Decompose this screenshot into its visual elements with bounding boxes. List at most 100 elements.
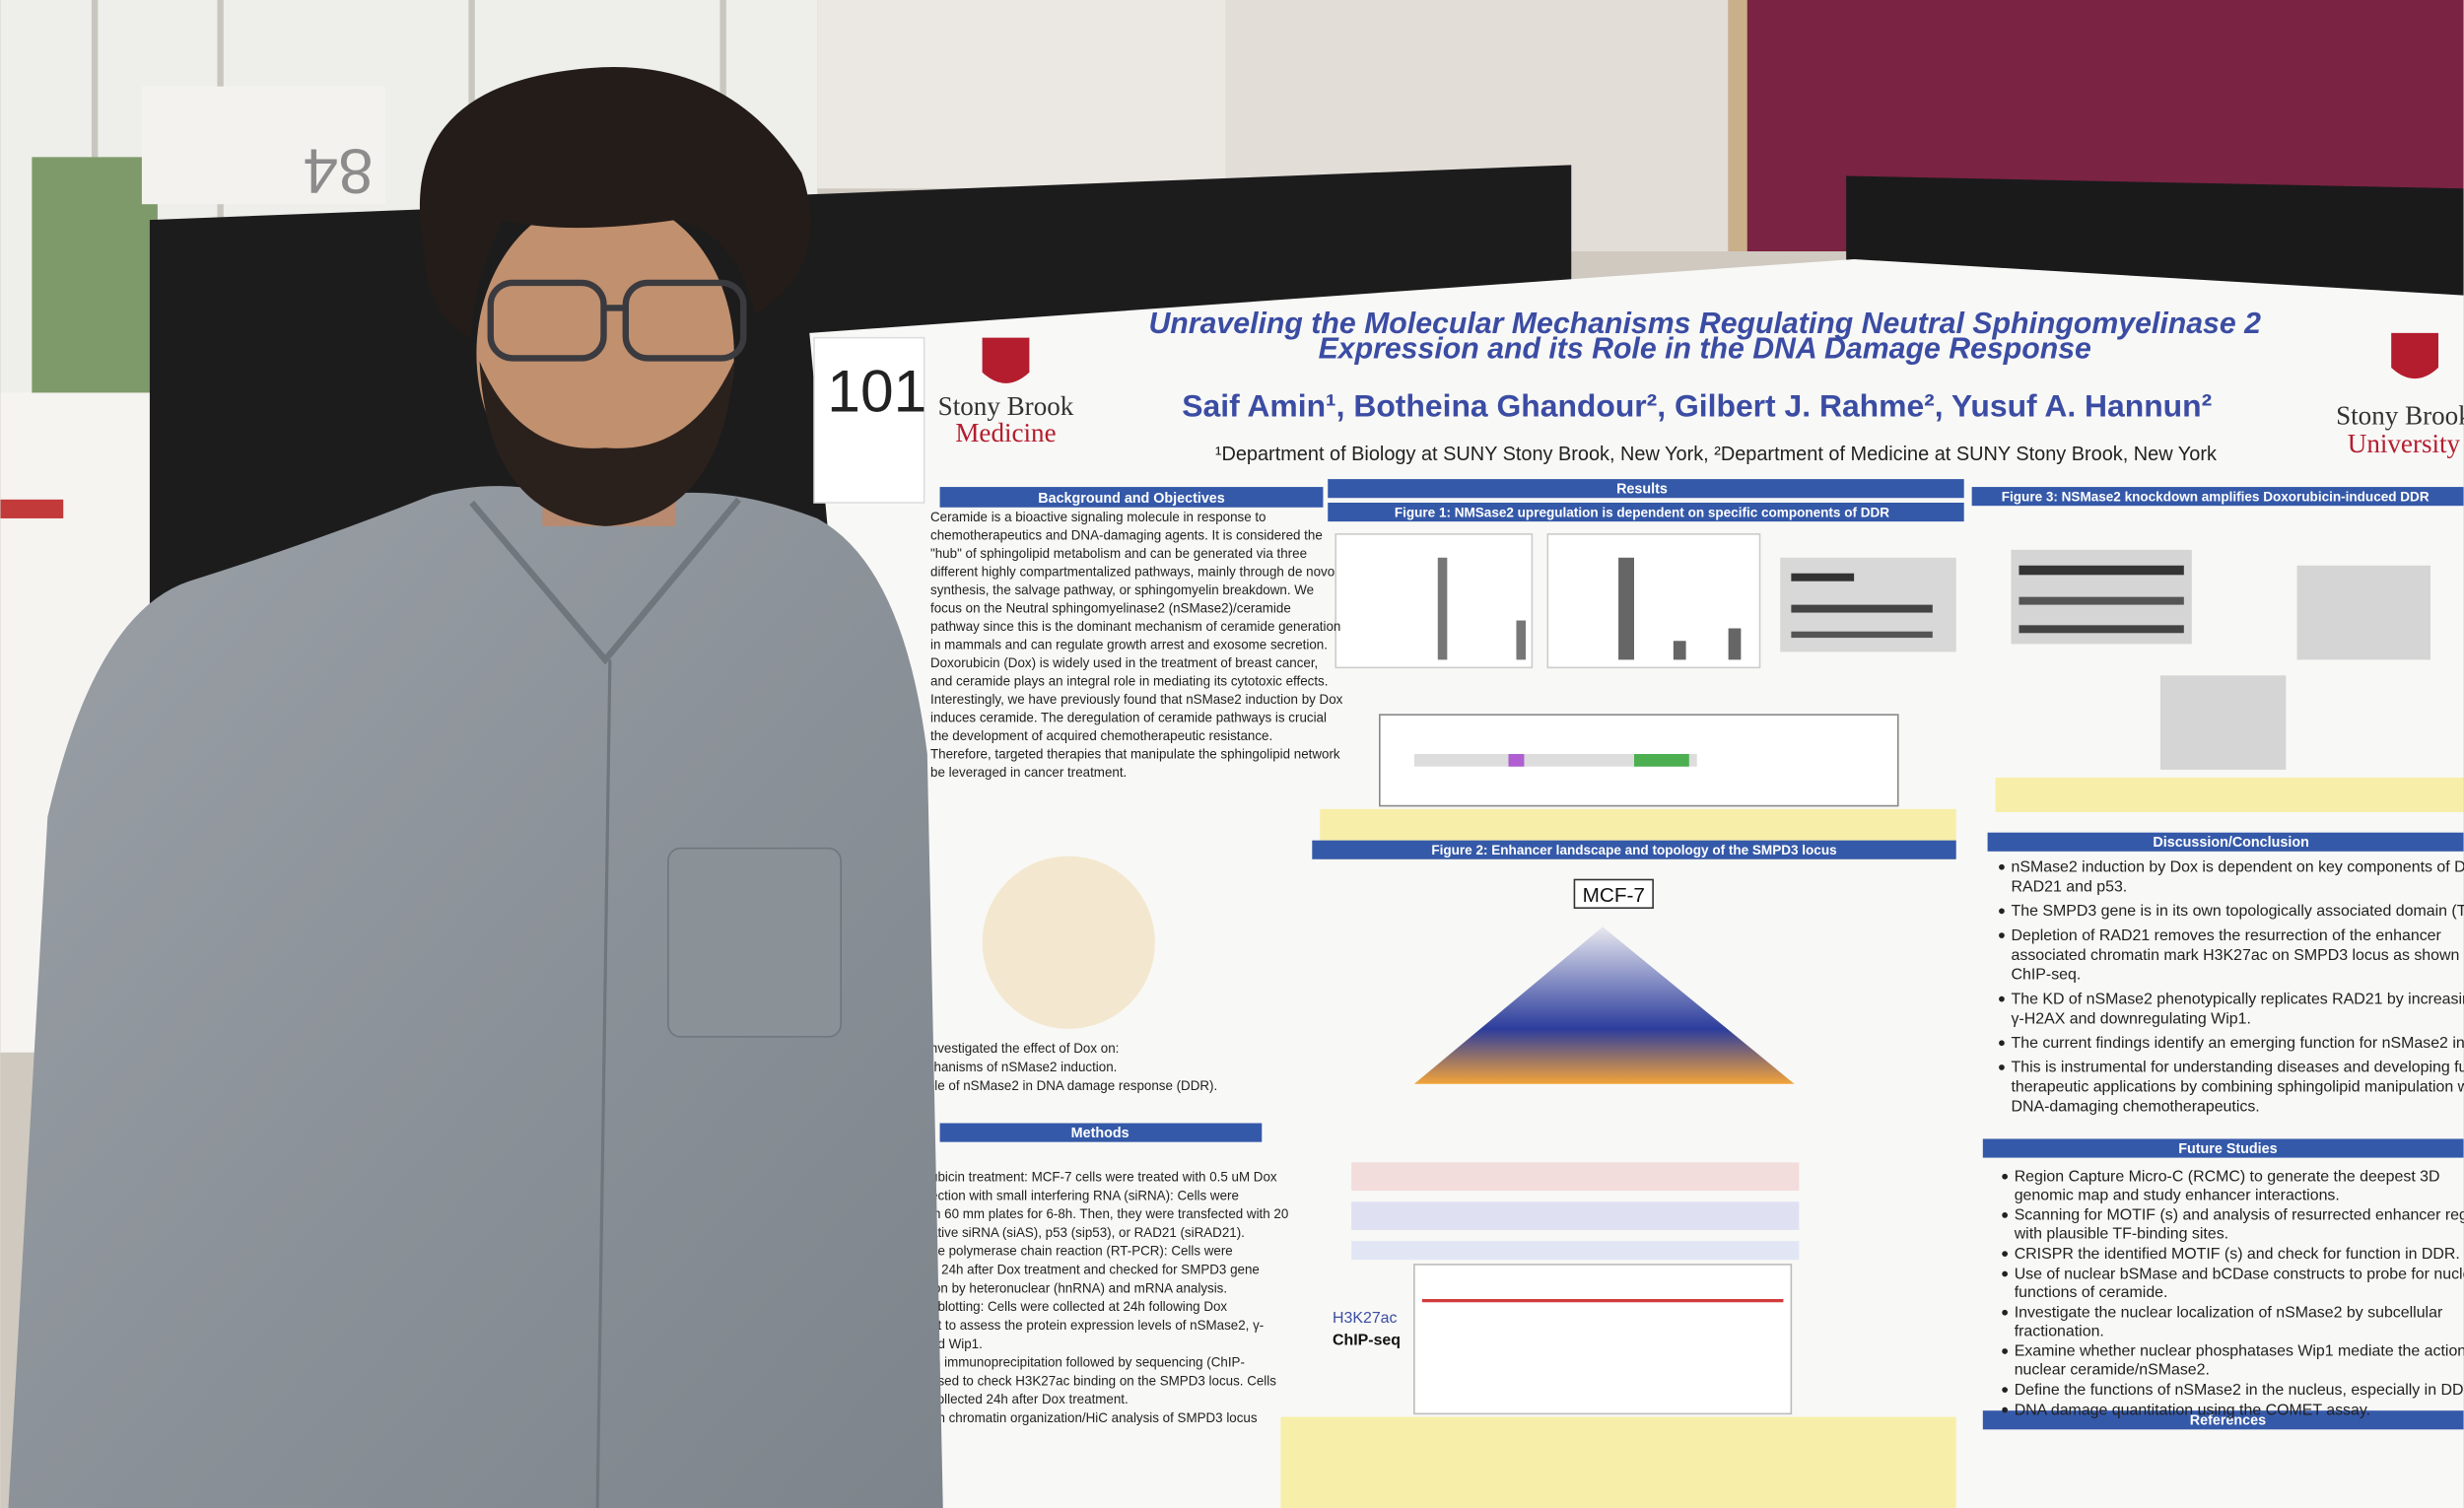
background-text: Ceramide is a bioactive signaling molecu…: [930, 510, 1266, 524]
background-text: and ceramide plays an integral role in m…: [930, 674, 1328, 689]
background-text: Therefore, targeted therapies that manip…: [930, 746, 1340, 761]
title-line-1: Unraveling the Molecular Mechanisms Regu…: [1148, 308, 2261, 340]
sign-number: 84: [304, 135, 374, 206]
logo-shield-right: [2391, 332, 2438, 379]
results-heading: Results: [1616, 481, 1668, 497]
bullet-dot: [2002, 1387, 2008, 1394]
chip-tracks: [1351, 1162, 1800, 1415]
bullet-dot: [2002, 1309, 2008, 1316]
methods-text: nt to assess the protein expression leve…: [930, 1318, 1264, 1333]
methods-bar: [939, 1123, 1263, 1142]
figure1-title: Figure 1: NMSase2 upregulation is depend…: [1395, 505, 1889, 519]
methods-text: ection with small interfering RNA (siRNA…: [930, 1188, 1239, 1202]
bullet-dot: [1999, 1040, 2005, 1047]
future-text: Scanning for MOTIF (s) and analysis of r…: [2015, 1207, 2464, 1224]
methods-heading: Methods: [1071, 1126, 1129, 1141]
track-label-2: ChIP-seq: [1333, 1332, 1401, 1348]
discussion-text: This is instrumental for understanding d…: [2012, 1060, 2464, 1076]
person: [8, 66, 943, 1508]
neighbor-poster-bar: [0, 499, 64, 518]
ceramide-diagram: [982, 856, 1155, 1029]
wood-trim: [1728, 0, 1747, 251]
figure3-blots: [1995, 549, 2464, 812]
pocket: [667, 847, 842, 1038]
bullet-dot: [2002, 1173, 2008, 1180]
methods-text: in immunoprecipitation followed by seque…: [930, 1355, 1245, 1370]
methods-text: used to check H3K27ac binding on the SMP…: [930, 1373, 1276, 1388]
cell-line-box: [1573, 878, 1654, 909]
future-text: CRISPR the identified MOTIF (s) and chec…: [2015, 1246, 2460, 1263]
figure3-bar: [1971, 487, 2464, 507]
methods-text: collected 24h after Dox treatment.: [930, 1392, 1129, 1406]
affiliations: ¹Department of Biology at SUNY Stony Bro…: [1215, 444, 2217, 465]
bullet-dot: [1999, 995, 2005, 1002]
aims-text: ole of nSMase2 in DNA damage response (D…: [927, 1078, 1217, 1093]
discussion-heading: Discussion/Conclusion: [2153, 835, 2308, 851]
curtain: [817, 0, 1226, 189]
discussion-text: The SMPD3 gene is in its own topological…: [2012, 903, 2464, 920]
discussion-text: associated chromatin mark H3K27ac on SMP…: [2012, 947, 2464, 964]
bullet-dot: [2002, 1348, 2008, 1354]
methods-text: in 60 mm plates for 6-8h. Then, they wer…: [930, 1206, 1288, 1221]
future-text: Investigate the nuclear localization of …: [2015, 1305, 2443, 1322]
logo-right-2: University: [2348, 429, 2461, 458]
figure2-caption-box: [1280, 1416, 1956, 1508]
future-text: Examine whether nuclear phosphatases Wip…: [2015, 1343, 2464, 1360]
background-text: Doxorubicin (Dox) is widely used in the …: [930, 655, 1318, 670]
background-bar: [939, 487, 1324, 508]
future-text: Define the functions of nSMase2 in the n…: [2015, 1382, 2464, 1399]
aims-text: chanisms of nSMase2 induction.: [927, 1060, 1118, 1074]
background-text: synthesis, the salvage pathway, or sphin…: [930, 583, 1314, 597]
face: [476, 196, 734, 511]
methods-text: oblotting: Cells were collected at 24h f…: [930, 1299, 1227, 1314]
board-number: 101: [827, 358, 926, 425]
future-text: genomic map and study enhancer interacti…: [2015, 1187, 2340, 1203]
references-bar: [1982, 1410, 2464, 1430]
future-text: fractionation.: [2015, 1323, 2104, 1339]
logo-shield-left: [982, 337, 1030, 383]
background-text: chemotherapeutics and DNA-damaging agent…: [930, 528, 1323, 543]
methods-text: ne polymerase chain reaction (RT-PCR): C…: [930, 1244, 1233, 1259]
background-text: focus on the Neutral sphingomyelinase2 (…: [930, 601, 1291, 616]
discussion-text: DNA-damaging chemotherapeutics.: [2012, 1099, 2260, 1116]
glasses-left: [487, 279, 607, 362]
background-text: "hub" of sphingolipid metabolism and can…: [930, 546, 1307, 561]
future-text: Use of nuclear bSMase and bCDase constru…: [2015, 1266, 2464, 1282]
trees-outside: [32, 157, 158, 409]
figure2-title: Figure 2: Enhancer landscape and topolog…: [1431, 843, 1836, 857]
future-bar: [1982, 1138, 2464, 1158]
track-label-1: H3K27ac: [1333, 1310, 1398, 1327]
figure3-title: Figure 3: NSMase2 knockdown amplifies Do…: [2002, 489, 2430, 504]
results-bar: [1328, 479, 1964, 499]
future-text: DNA damage quantitation using the COMET …: [2015, 1402, 2370, 1418]
discussion-text: The current findings identify an emergin…: [2012, 1035, 2464, 1052]
discussion-text: γ-H2AX and downregulating Wip1.: [2012, 1010, 2251, 1027]
authors: Saif Amin¹, Botheina Ghandour², Gilbert …: [1182, 387, 2212, 423]
future-text: Region Capture Micro-C (RCMC) to generat…: [2015, 1169, 2440, 1186]
methods-text: nd Wip1.: [930, 1337, 983, 1351]
placket: [595, 659, 612, 1508]
future-text: nuclear ceramide/nSMase2.: [2015, 1362, 2210, 1379]
discussion-text: RAD21 and p53.: [2012, 878, 2128, 895]
discussion-text: therapeutic applications by combining sp…: [2012, 1079, 2464, 1096]
hair: [419, 66, 811, 338]
hic-map: [1413, 926, 1795, 1084]
background-text: the development of acquired chemotherape…: [930, 728, 1272, 743]
aims-text: investigated the effect of Dox on:: [927, 1041, 1120, 1056]
future-text: with plausible TF-binding sites.: [2014, 1226, 2228, 1243]
number-sign: [141, 86, 385, 205]
figure1-bar: [1328, 503, 1964, 522]
discussion-text: The KD of nSMase2 phenotypically replica…: [2012, 991, 2464, 1007]
discussion-text: nSMase2 induction by Dox is dependent on…: [2012, 859, 2464, 876]
logo-left-2: Medicine: [955, 418, 1056, 447]
title-line-2: Expression and its Role in the DNA Damag…: [1319, 332, 2091, 365]
bullet-dot: [1999, 932, 2005, 938]
glasses-right: [622, 279, 747, 362]
bullet-dot: [1999, 1064, 2005, 1070]
background-text: pathway since this is the dominant mecha…: [930, 619, 1340, 634]
bullet-dot: [1999, 908, 2005, 915]
cell-line: MCF-7: [1583, 884, 1645, 907]
discussion-bar: [1987, 832, 2464, 852]
